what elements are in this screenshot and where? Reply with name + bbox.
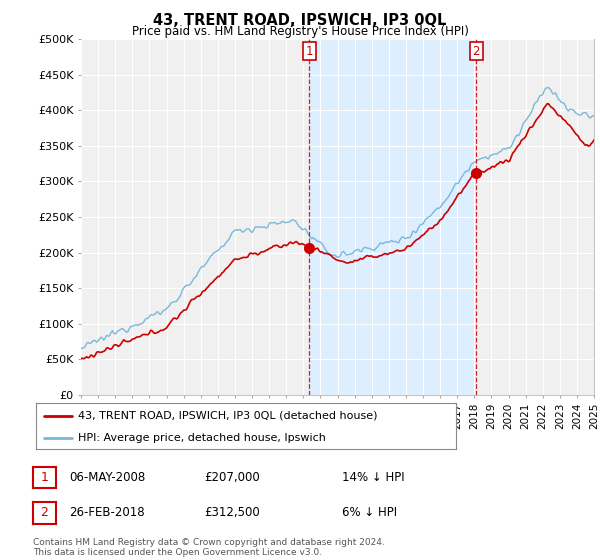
Text: 43, TRENT ROAD, IPSWICH, IP3 0QL (detached house): 43, TRENT ROAD, IPSWICH, IP3 0QL (detach… — [78, 410, 377, 421]
Text: £207,000: £207,000 — [204, 470, 260, 484]
Text: 14% ↓ HPI: 14% ↓ HPI — [342, 470, 404, 484]
Text: Contains HM Land Registry data © Crown copyright and database right 2024.
This d: Contains HM Land Registry data © Crown c… — [33, 538, 385, 557]
Text: 6% ↓ HPI: 6% ↓ HPI — [342, 506, 397, 519]
Text: 06-MAY-2008: 06-MAY-2008 — [69, 470, 145, 484]
Text: 1: 1 — [40, 471, 49, 484]
Text: Price paid vs. HM Land Registry's House Price Index (HPI): Price paid vs. HM Land Registry's House … — [131, 25, 469, 38]
Text: HPI: Average price, detached house, Ipswich: HPI: Average price, detached house, Ipsw… — [78, 433, 326, 442]
Text: 2: 2 — [40, 506, 49, 520]
Text: 26-FEB-2018: 26-FEB-2018 — [69, 506, 145, 519]
Bar — [309, 39, 476, 395]
Text: 1: 1 — [305, 45, 313, 58]
Text: 2: 2 — [473, 45, 480, 58]
Text: 43, TRENT ROAD, IPSWICH, IP3 0QL: 43, TRENT ROAD, IPSWICH, IP3 0QL — [154, 13, 446, 29]
Text: £312,500: £312,500 — [204, 506, 260, 519]
